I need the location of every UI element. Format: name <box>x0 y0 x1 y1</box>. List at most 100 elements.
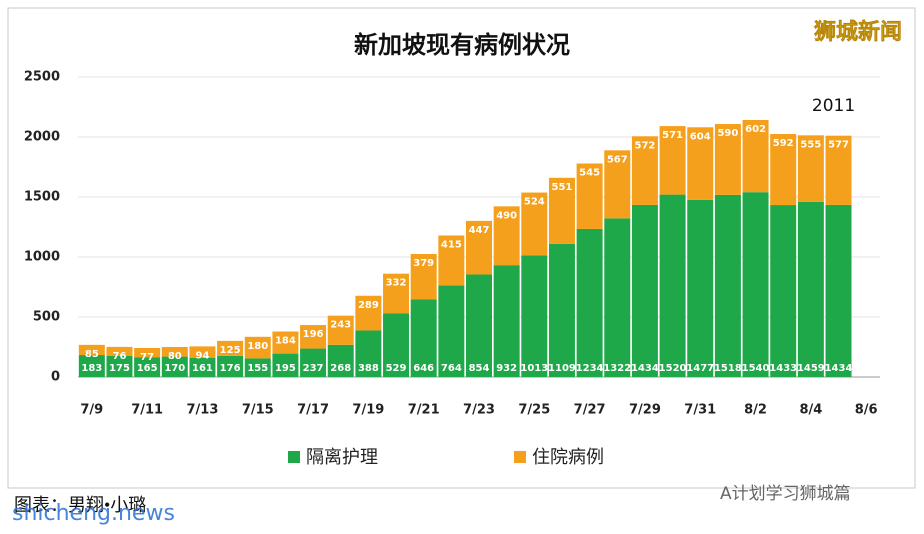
data-label: 170 <box>164 363 185 374</box>
data-label: 165 <box>137 363 158 374</box>
bar-segment <box>714 124 741 195</box>
data-label: 529 <box>386 363 407 374</box>
bar-segment <box>189 357 216 377</box>
data-label: 447 <box>469 225 490 236</box>
bar-segment <box>770 205 797 377</box>
data-label: 379 <box>413 258 434 269</box>
data-label: 1433 <box>769 363 797 374</box>
data-label: 196 <box>303 329 324 340</box>
data-label: 854 <box>469 363 490 374</box>
account: A计划学习狮城篇 <box>720 484 851 504</box>
bar-segment <box>548 177 575 244</box>
bar-segment <box>659 194 686 377</box>
bar-segment <box>604 150 631 219</box>
data-label: 490 <box>496 210 517 221</box>
bar-segment <box>327 344 354 377</box>
y-tick-label: 0 <box>51 370 60 385</box>
data-label: 125 <box>220 345 241 356</box>
bar-segment <box>825 135 852 205</box>
y-tick-label: 1500 <box>24 190 60 205</box>
bar-segment <box>466 274 492 377</box>
data-label: 415 <box>441 240 462 251</box>
bar-segment <box>217 340 244 356</box>
data-label: 1013 <box>520 363 548 374</box>
data-label: 1234 <box>576 363 604 374</box>
bar-segment <box>189 346 216 358</box>
chart-title: 新加坡现有病例状况 <box>354 31 570 59</box>
data-label: 94 <box>195 350 209 361</box>
data-label: 77 <box>140 352 154 363</box>
data-label: 1477 <box>686 363 714 374</box>
data-label: 571 <box>662 130 683 141</box>
data-label: 604 <box>690 131 711 142</box>
bar-segment <box>521 255 548 377</box>
data-label: 577 <box>828 140 849 151</box>
bar-segment <box>244 358 271 377</box>
y-tick-label: 500 <box>33 310 60 325</box>
bar-segment <box>355 295 382 331</box>
y-tick-label: 2000 <box>24 130 60 145</box>
x-tick-label: 7/17 <box>297 403 329 418</box>
annotation: 2011 <box>812 96 855 116</box>
data-label: 183 <box>81 363 102 374</box>
data-label: 567 <box>607 154 628 165</box>
x-tick-label: 7/11 <box>131 403 163 418</box>
bar-segment <box>797 135 824 202</box>
site: shicheng.news <box>12 501 175 526</box>
credit: 图表：男翔•小璐 <box>14 495 146 515</box>
bar-segment <box>687 127 714 200</box>
data-label: 195 <box>275 363 296 374</box>
bar-segment <box>272 353 299 377</box>
bar-segment <box>134 357 161 377</box>
data-label: 555 <box>800 139 821 150</box>
bar-segment <box>438 235 465 286</box>
data-label: 388 <box>358 363 379 374</box>
bar-segment <box>687 199 714 377</box>
bar-segment <box>106 356 133 377</box>
bar-segment <box>714 194 741 377</box>
bar-segment <box>825 204 852 377</box>
data-label: 524 <box>524 197 545 208</box>
data-label: 1434 <box>825 363 853 374</box>
bar-segment <box>161 347 188 357</box>
data-label: 932 <box>496 363 517 374</box>
bar-segment <box>244 336 271 359</box>
x-tick-label: 7/21 <box>408 403 440 418</box>
data-label: 1459 <box>797 363 825 374</box>
data-label: 184 <box>275 336 296 347</box>
data-label: 602 <box>745 124 766 135</box>
x-tick-label: 8/4 <box>799 403 822 418</box>
bar-segment <box>493 265 520 377</box>
data-label: 289 <box>358 300 379 311</box>
x-tick-label: 8/2 <box>744 403 767 418</box>
bar-segment <box>493 206 520 266</box>
legend-swatch <box>288 451 300 463</box>
bar-segment <box>106 346 133 356</box>
legend-label: 住院病例 <box>532 447 604 468</box>
x-tick-label: 7/19 <box>352 403 384 418</box>
bar-segment <box>770 134 797 206</box>
bar-segment <box>161 356 188 377</box>
watermark: 狮城新闻 <box>814 19 902 45</box>
bar-segment <box>410 299 437 377</box>
x-tick-label: 7/23 <box>463 403 495 418</box>
data-label: 590 <box>717 128 738 139</box>
data-label: 155 <box>247 363 268 374</box>
data-label: 572 <box>634 140 655 151</box>
x-tick-label: 7/25 <box>518 403 550 418</box>
y-tick-label: 1000 <box>24 250 60 265</box>
data-label: 646 <box>413 363 434 374</box>
x-tick-label: 7/29 <box>629 403 661 418</box>
bar-segment <box>272 331 299 354</box>
bar-segment <box>78 344 105 356</box>
bar-segment <box>78 355 105 377</box>
data-label: 268 <box>330 363 351 374</box>
x-tick-label: 7/15 <box>242 403 274 418</box>
bar-segment <box>410 254 437 300</box>
bar-segment <box>438 285 465 377</box>
bar-segment <box>659 126 686 195</box>
data-label: 764 <box>441 363 462 374</box>
data-label: 592 <box>773 138 794 149</box>
bar-segment <box>521 192 548 256</box>
